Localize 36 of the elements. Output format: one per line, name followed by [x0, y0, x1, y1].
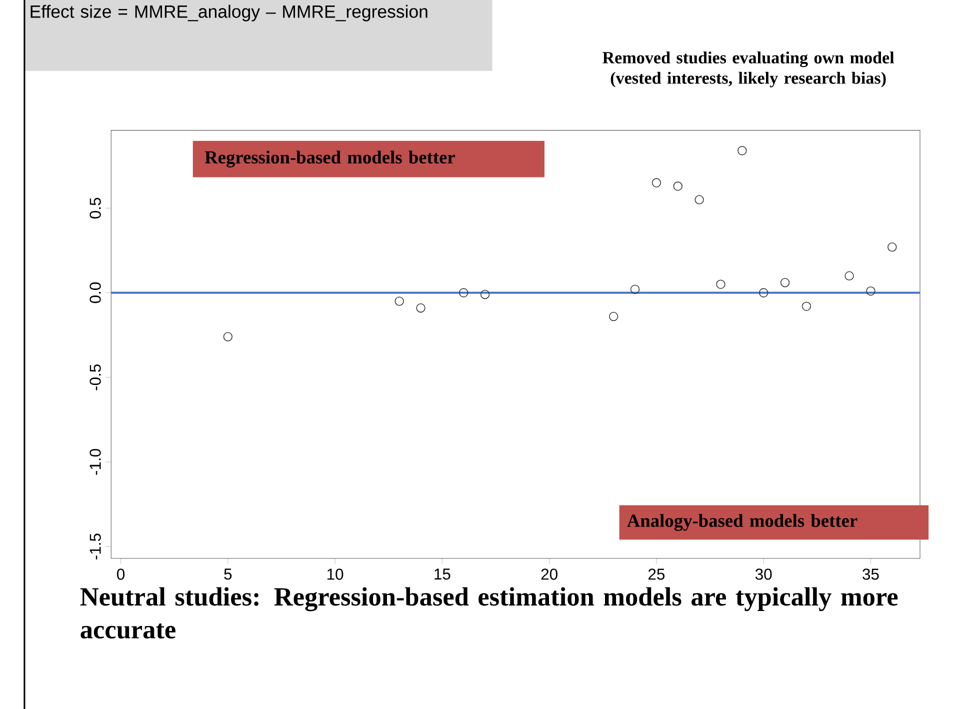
- point: [758, 288, 768, 298]
- point: [694, 195, 704, 204]
- text: Effect size = MMRE_analogy – MMRE_regression: [30, 4, 428, 22]
- text: Removed studies evaluating own model (vested interests, likely research bias): [602, 51, 894, 88]
- point: [480, 290, 490, 300]
- x-tick-label: 15: [434, 568, 450, 580]
- point: [802, 302, 812, 311]
- annotation: Regression-based models better: [204, 150, 455, 168]
- point: [223, 332, 232, 342]
- point: [630, 284, 640, 294]
- x-tick-label: 20: [541, 568, 558, 580]
- x-tick-label: 35: [862, 568, 879, 580]
- text: Neutral studies: Regression-based estimation models are typically more accurate: [80, 587, 898, 639]
- point: [780, 278, 790, 288]
- point: [866, 286, 876, 296]
- point: [673, 182, 682, 191]
- y-tick-label: -0.5: [90, 364, 101, 390]
- annotation: Analogy-based models better: [627, 514, 858, 531]
- point: [652, 178, 662, 188]
- point: [459, 288, 468, 298]
- point: [608, 312, 618, 322]
- x-tick-label: 5: [224, 568, 232, 580]
- x-tick-label: 30: [755, 568, 772, 580]
- x-tick-label: 10: [327, 568, 344, 580]
- point: [888, 242, 897, 252]
- x-tick-label: 25: [648, 568, 665, 580]
- y-tick-label: 0.5: [90, 198, 101, 218]
- y-tick-label: -1.0: [90, 448, 101, 475]
- point: [416, 303, 426, 313]
- point: [844, 271, 854, 280]
- y-tick-label: -1.5: [90, 534, 101, 560]
- point: [716, 280, 726, 289]
- y-tick-label: 0.0: [90, 282, 101, 304]
- x-tick-label: 0: [116, 568, 125, 580]
- point: [394, 296, 404, 306]
- point: [738, 146, 747, 156]
